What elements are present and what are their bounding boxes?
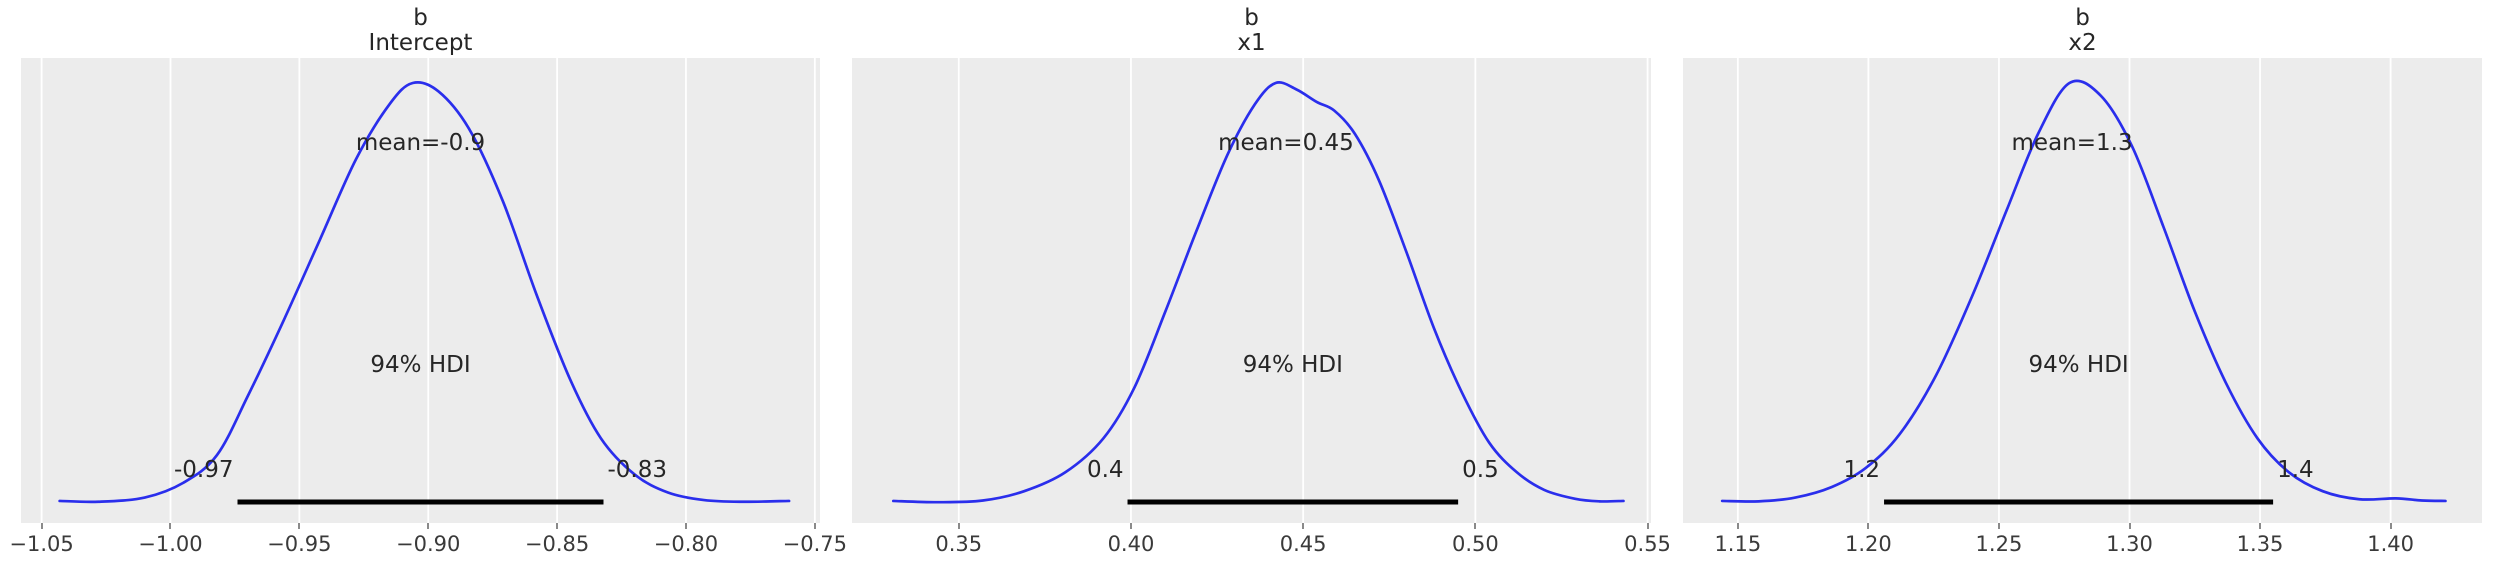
x-tick-mark (40, 523, 43, 529)
hdi-lower-label: -0.97 (173, 457, 234, 483)
x-tick-label: 1.40 (2367, 532, 2414, 556)
panel-title-line2: x2 (2068, 30, 2097, 56)
posterior-panel-axes (852, 58, 1651, 523)
hdi-lower-label: 0.4 (1086, 457, 1124, 483)
x-tick-mark (813, 523, 816, 529)
mean-label: mean=1.3 (2011, 130, 2133, 156)
x-tick-mark (556, 523, 559, 529)
panel-background (852, 58, 1651, 523)
x-tick-mark (298, 523, 301, 529)
hdi-upper-label: -0.83 (607, 457, 667, 483)
x-tick-mark (2389, 523, 2392, 529)
x-tick-label: 1.25 (1975, 532, 2023, 556)
x-tick-mark (2128, 523, 2131, 529)
x-tick-mark (957, 523, 960, 529)
x-tick-mark (427, 523, 430, 529)
x-tick-label: −0.80 (653, 532, 719, 556)
posterior-panel-axes (1683, 58, 2482, 523)
x-tick-label: −0.75 (782, 532, 848, 556)
x-tick-label: 0.35 (935, 532, 983, 556)
hdi-upper-label: 0.5 (1462, 457, 1499, 483)
x-tick-mark (169, 523, 172, 529)
kde-curve (891, 81, 1625, 504)
x-tick-mark (1646, 523, 1649, 529)
x-tick-label: 0.55 (1624, 532, 1671, 556)
x-tick-mark (1129, 523, 1132, 529)
x-tick-mark (1302, 523, 1305, 529)
x-tick-mark (1867, 523, 1870, 529)
hdi-text: 94% HDI (2028, 352, 2129, 378)
x-tick-label: 1.20 (1844, 532, 1892, 556)
panel-background (1683, 58, 2482, 523)
panel-title-line1: b (413, 5, 428, 31)
panel-title-line2: Intercept (368, 30, 473, 56)
x-tick-label: 1.30 (2106, 532, 2153, 556)
x-tick-label: 1.35 (2236, 532, 2284, 556)
panel-title: b x1 (852, 6, 1651, 56)
x-tick-label: −0.95 (267, 532, 332, 556)
x-tick-mark (2259, 523, 2262, 529)
kde-curve (1720, 79, 2447, 503)
x-tick-mark (1997, 523, 2000, 529)
x-tick-label: −1.05 (9, 532, 74, 556)
hdi-lower-label: 1.2 (1843, 457, 1881, 483)
hdi-text: 94% HDI (1242, 352, 1343, 378)
posterior-panel-axes (21, 58, 820, 523)
panel-title-line1: b (1244, 5, 1259, 31)
x-tick-label: −0.85 (524, 532, 590, 556)
x-tick-mark (684, 523, 687, 529)
panel-title-line2: x1 (1237, 30, 1266, 56)
hdi-upper-label: 1.4 (2277, 457, 2314, 483)
kde-curve (58, 80, 791, 504)
hdi-text: 94% HDI (370, 352, 471, 378)
panel-background (21, 58, 820, 523)
x-tick-label: −0.90 (396, 532, 461, 556)
x-tick-label: 0.50 (1451, 532, 1499, 556)
x-tick-label: 1.15 (1714, 532, 1762, 556)
mean-label: mean=0.45 (1218, 130, 1354, 156)
x-tick-mark (1474, 523, 1477, 529)
panel-title-line1: b (2075, 5, 2090, 31)
panel-title: b x2 (1683, 6, 2482, 56)
mean-label: mean=-0.9 (355, 130, 486, 156)
x-tick-mark (1736, 523, 1739, 529)
x-tick-label: −1.00 (138, 532, 203, 556)
panel-title: b Intercept (21, 6, 820, 56)
x-tick-label: 0.45 (1279, 532, 1327, 556)
x-tick-label: 0.40 (1107, 532, 1155, 556)
